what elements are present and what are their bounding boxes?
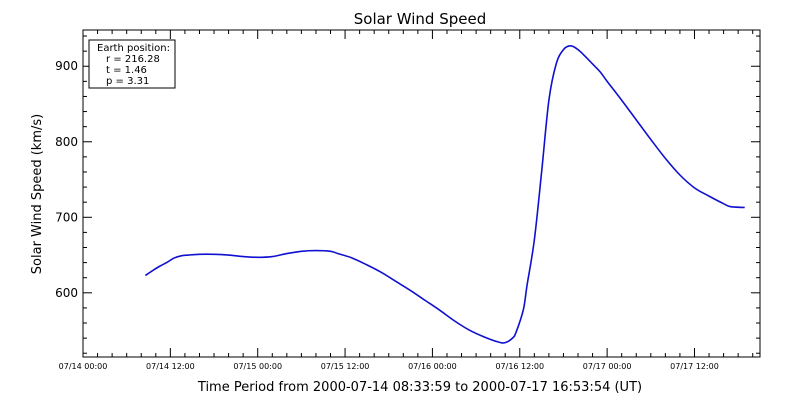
x-tick-label: 07/15 00:00: [233, 362, 282, 371]
x-tick-label: 07/16 00:00: [408, 362, 457, 371]
x-axis-label: Time Period from 2000-07-14 08:33:59 to …: [197, 380, 642, 395]
legend-box: Earth position:r = 216.28t = 1.46p = 3.3…: [88, 39, 176, 89]
legend-line: p = 3.31: [106, 76, 149, 87]
series-line: [144, 45, 745, 344]
plot-area: 600 700 800 900 07/14 00:00 07/14 12:00 07/15 …: [55, 29, 761, 371]
y-tick-label: 600: [55, 286, 78, 300]
y-axis-label: Solar Wind Speed (km/s): [30, 114, 45, 274]
legend-line: r = 216.28: [106, 54, 160, 65]
legend-frame: [88, 39, 176, 89]
plot-frame: [82, 29, 761, 358]
x-tick-label: 07/17 00:00: [583, 362, 632, 371]
y-tick-label: 900: [55, 59, 78, 73]
y-tick-label: 800: [55, 135, 78, 149]
x-tick-label: 07/14 00:00: [59, 362, 108, 371]
legend-line: t = 1.46: [106, 65, 147, 76]
chart-title: Solar Wind Speed: [354, 10, 486, 28]
x-tick-label: 07/15 12:00: [321, 362, 370, 371]
y-tick-label: 700: [55, 210, 78, 224]
x-tick-label: 07/14 12:00: [146, 362, 195, 371]
x-tick-label: 07/17 12:00: [670, 362, 719, 371]
x-tick-label: 07/16 12:00: [495, 362, 544, 371]
legend-line: Earth position:: [97, 43, 170, 54]
